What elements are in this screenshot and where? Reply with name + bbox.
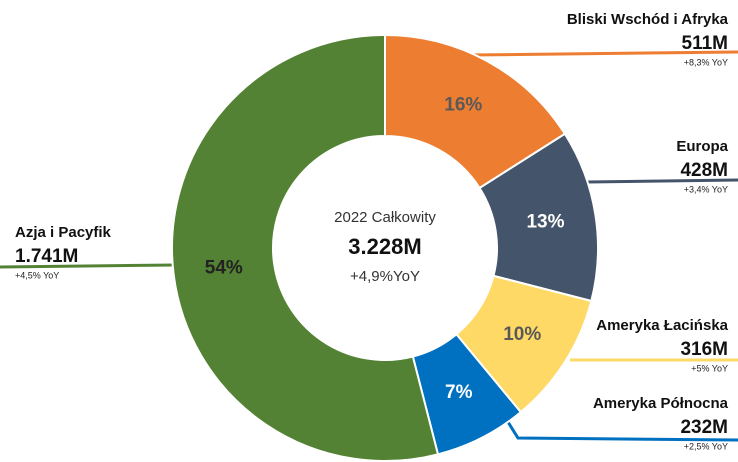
callout-line (587, 178, 738, 184)
amount-label: 511M (682, 33, 728, 54)
amount-label: 232M (680, 417, 728, 438)
callout-line (0, 263, 176, 269)
amount-label: 316M (680, 339, 728, 360)
amount-label: 428M (680, 160, 728, 181)
segment-label: 54% (205, 257, 243, 278)
amount-label: 1.741M (15, 246, 78, 267)
segment-label: 7% (445, 382, 473, 403)
category-label: Ameryka Łacińska (596, 317, 728, 334)
category-label: Bliski Wschód i Afryka (567, 11, 729, 28)
yoy-label: +5% YoY (691, 363, 728, 373)
yoy-label: +3,4% YoY (684, 184, 728, 194)
category-label: Ameryka Północna (593, 395, 729, 412)
donut-segment (171, 33, 440, 462)
category-label: Europa (676, 138, 728, 155)
donut-segment (384, 33, 567, 190)
yoy-label: +8,3% YoY (684, 57, 728, 67)
center-title: 2022 Całkowity (334, 209, 436, 226)
callout-line (506, 421, 738, 442)
yoy-label: +2,5% YoY (684, 441, 728, 451)
segment-label: 16% (444, 95, 482, 116)
yoy-label: +4,5% YoY (15, 270, 59, 280)
segment-label: 13% (526, 212, 564, 233)
callout-line (469, 50, 738, 57)
segment-label: 10% (503, 324, 541, 345)
center-value: 3.228M (348, 234, 421, 259)
center-change: +4,9%YoY (350, 268, 420, 285)
category-label: Azja i Pacyfik (15, 224, 112, 241)
